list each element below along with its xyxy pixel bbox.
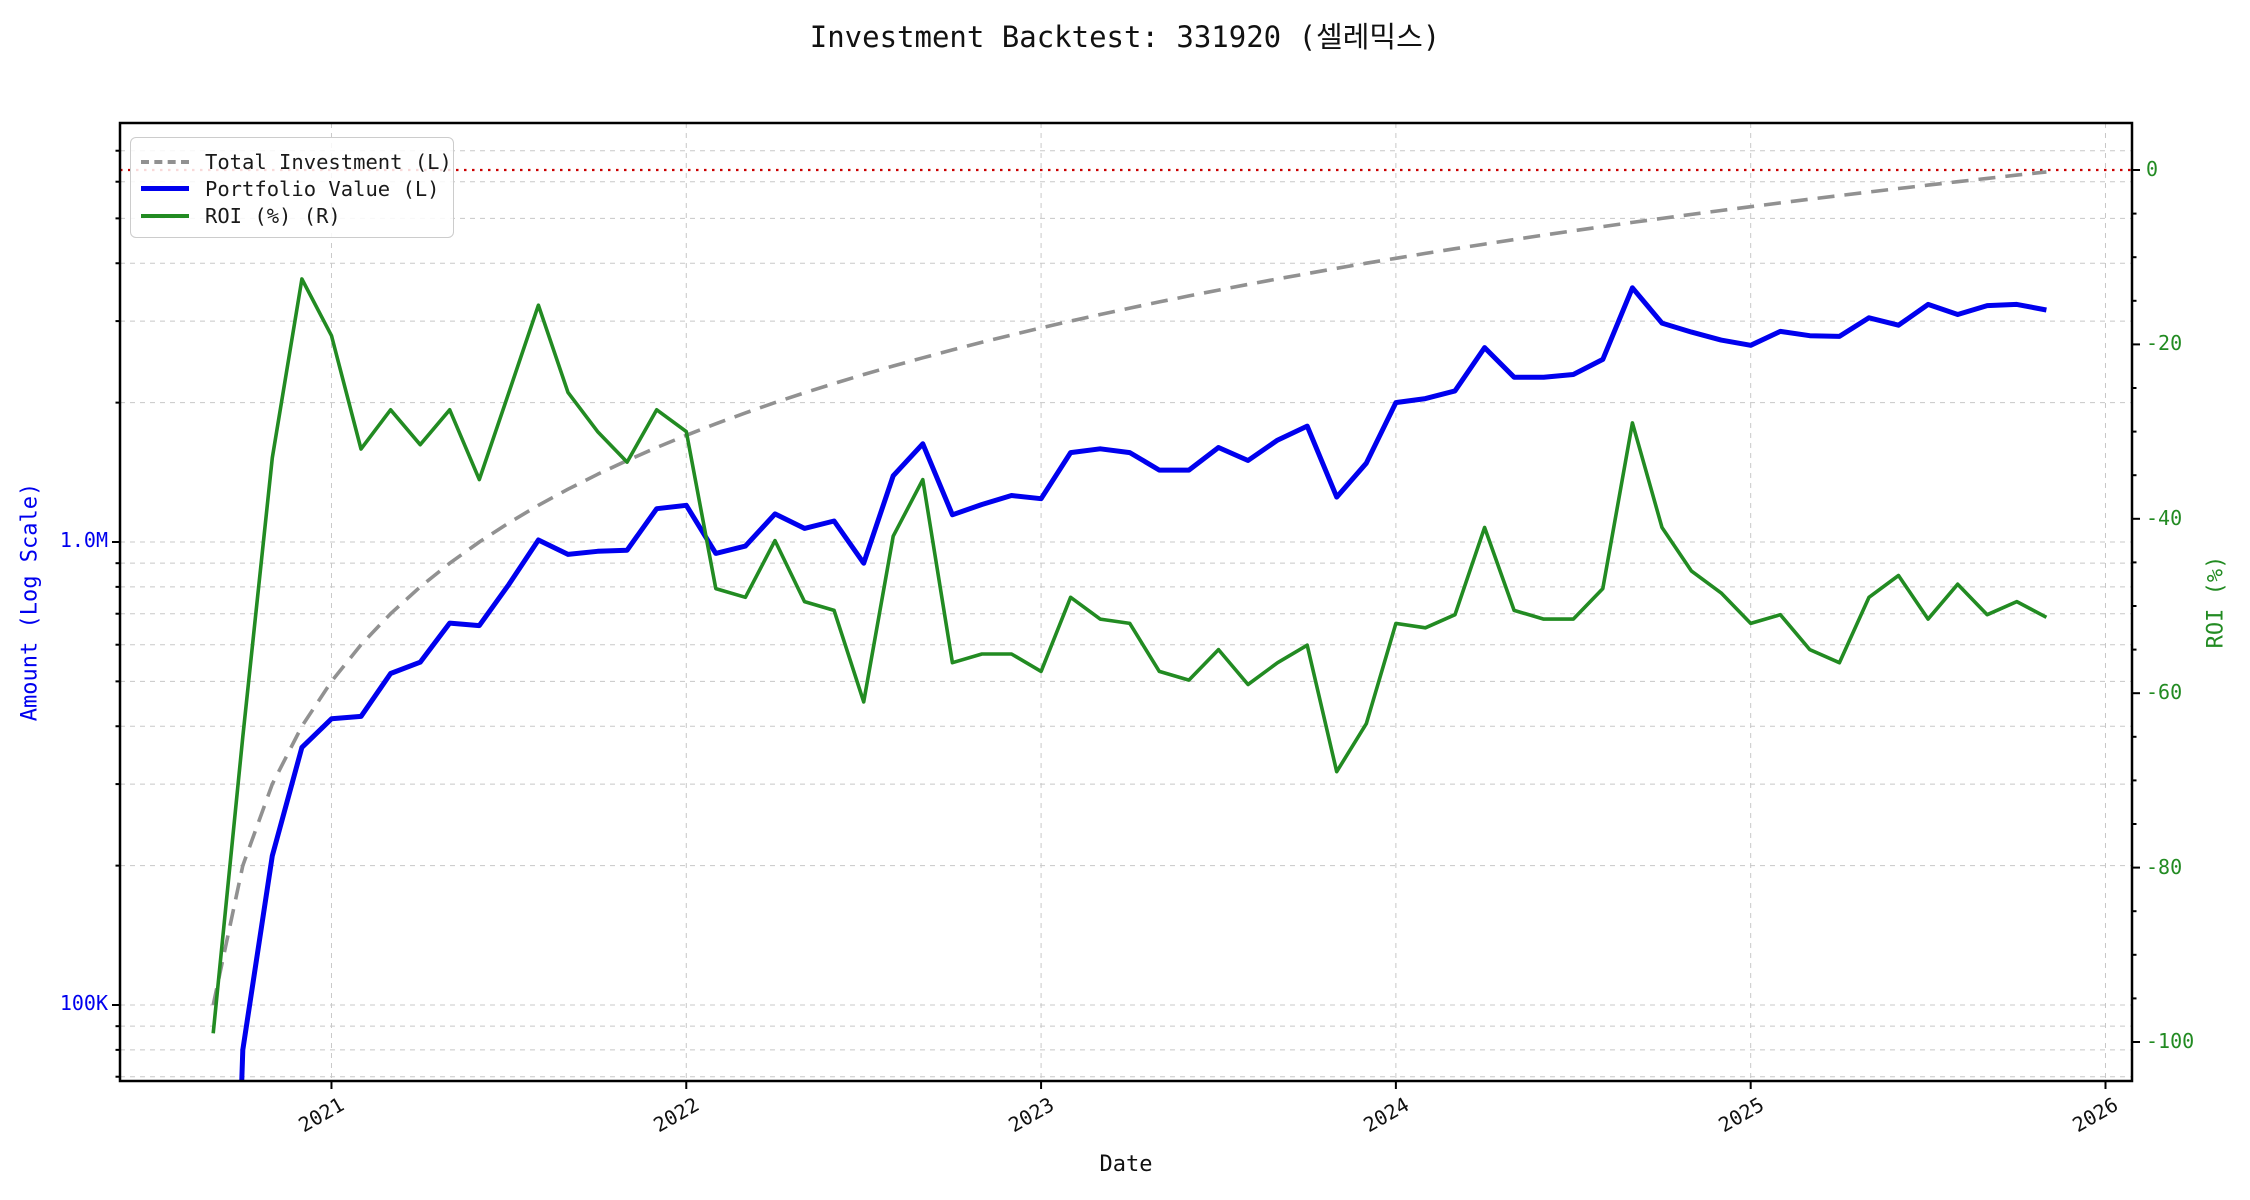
right-axis-title: ROI (%)	[2203, 555, 2229, 649]
left-axis-title: Amount (Log Scale)	[17, 482, 43, 722]
roi-line	[211, 277, 2048, 1034]
right-tick-label: -80	[2146, 854, 2183, 879]
right-tick-label: -60	[2146, 680, 2183, 705]
right-tick-label: -20	[2146, 331, 2183, 356]
portfolio-value-line	[239, 285, 2047, 1081]
legend-item-label: Total Investment (L)	[205, 149, 452, 174]
x-axis-title: Date	[1099, 1152, 1153, 1177]
legend-item-label: Portfolio Value (L)	[205, 176, 440, 201]
plot-border	[118, 121, 2134, 1083]
chart-title: Investment Backtest: 331920 (셀레믹스)	[809, 20, 1441, 54]
right-tick-label: -40	[2146, 505, 2183, 530]
solid-line-swatch-icon	[141, 213, 189, 218]
left-tick-label: 100K	[59, 991, 108, 1015]
total-investment-line	[211, 170, 2047, 1006]
right-tick-label: 0	[2146, 157, 2159, 181]
left-tick-label: 1.0M	[59, 528, 108, 552]
solid-line-swatch-icon	[141, 186, 189, 191]
legend-item-label: ROI (%) (R)	[205, 203, 341, 228]
legend-box: Total Investment (L) Portfolio Value (L)…	[130, 137, 454, 238]
legend-item-roi: ROI (%) (R)	[141, 202, 441, 229]
tick-marks	[112, 149, 2140, 1089]
gridlines	[120, 123, 2132, 1081]
dashed-line-swatch-icon	[141, 159, 189, 164]
legend-item-portfolio-value: Portfolio Value (L)	[141, 175, 441, 202]
legend-item-total-investment: Total Investment (L)	[141, 148, 452, 175]
right-tick-label: -100	[2146, 1029, 2195, 1053]
